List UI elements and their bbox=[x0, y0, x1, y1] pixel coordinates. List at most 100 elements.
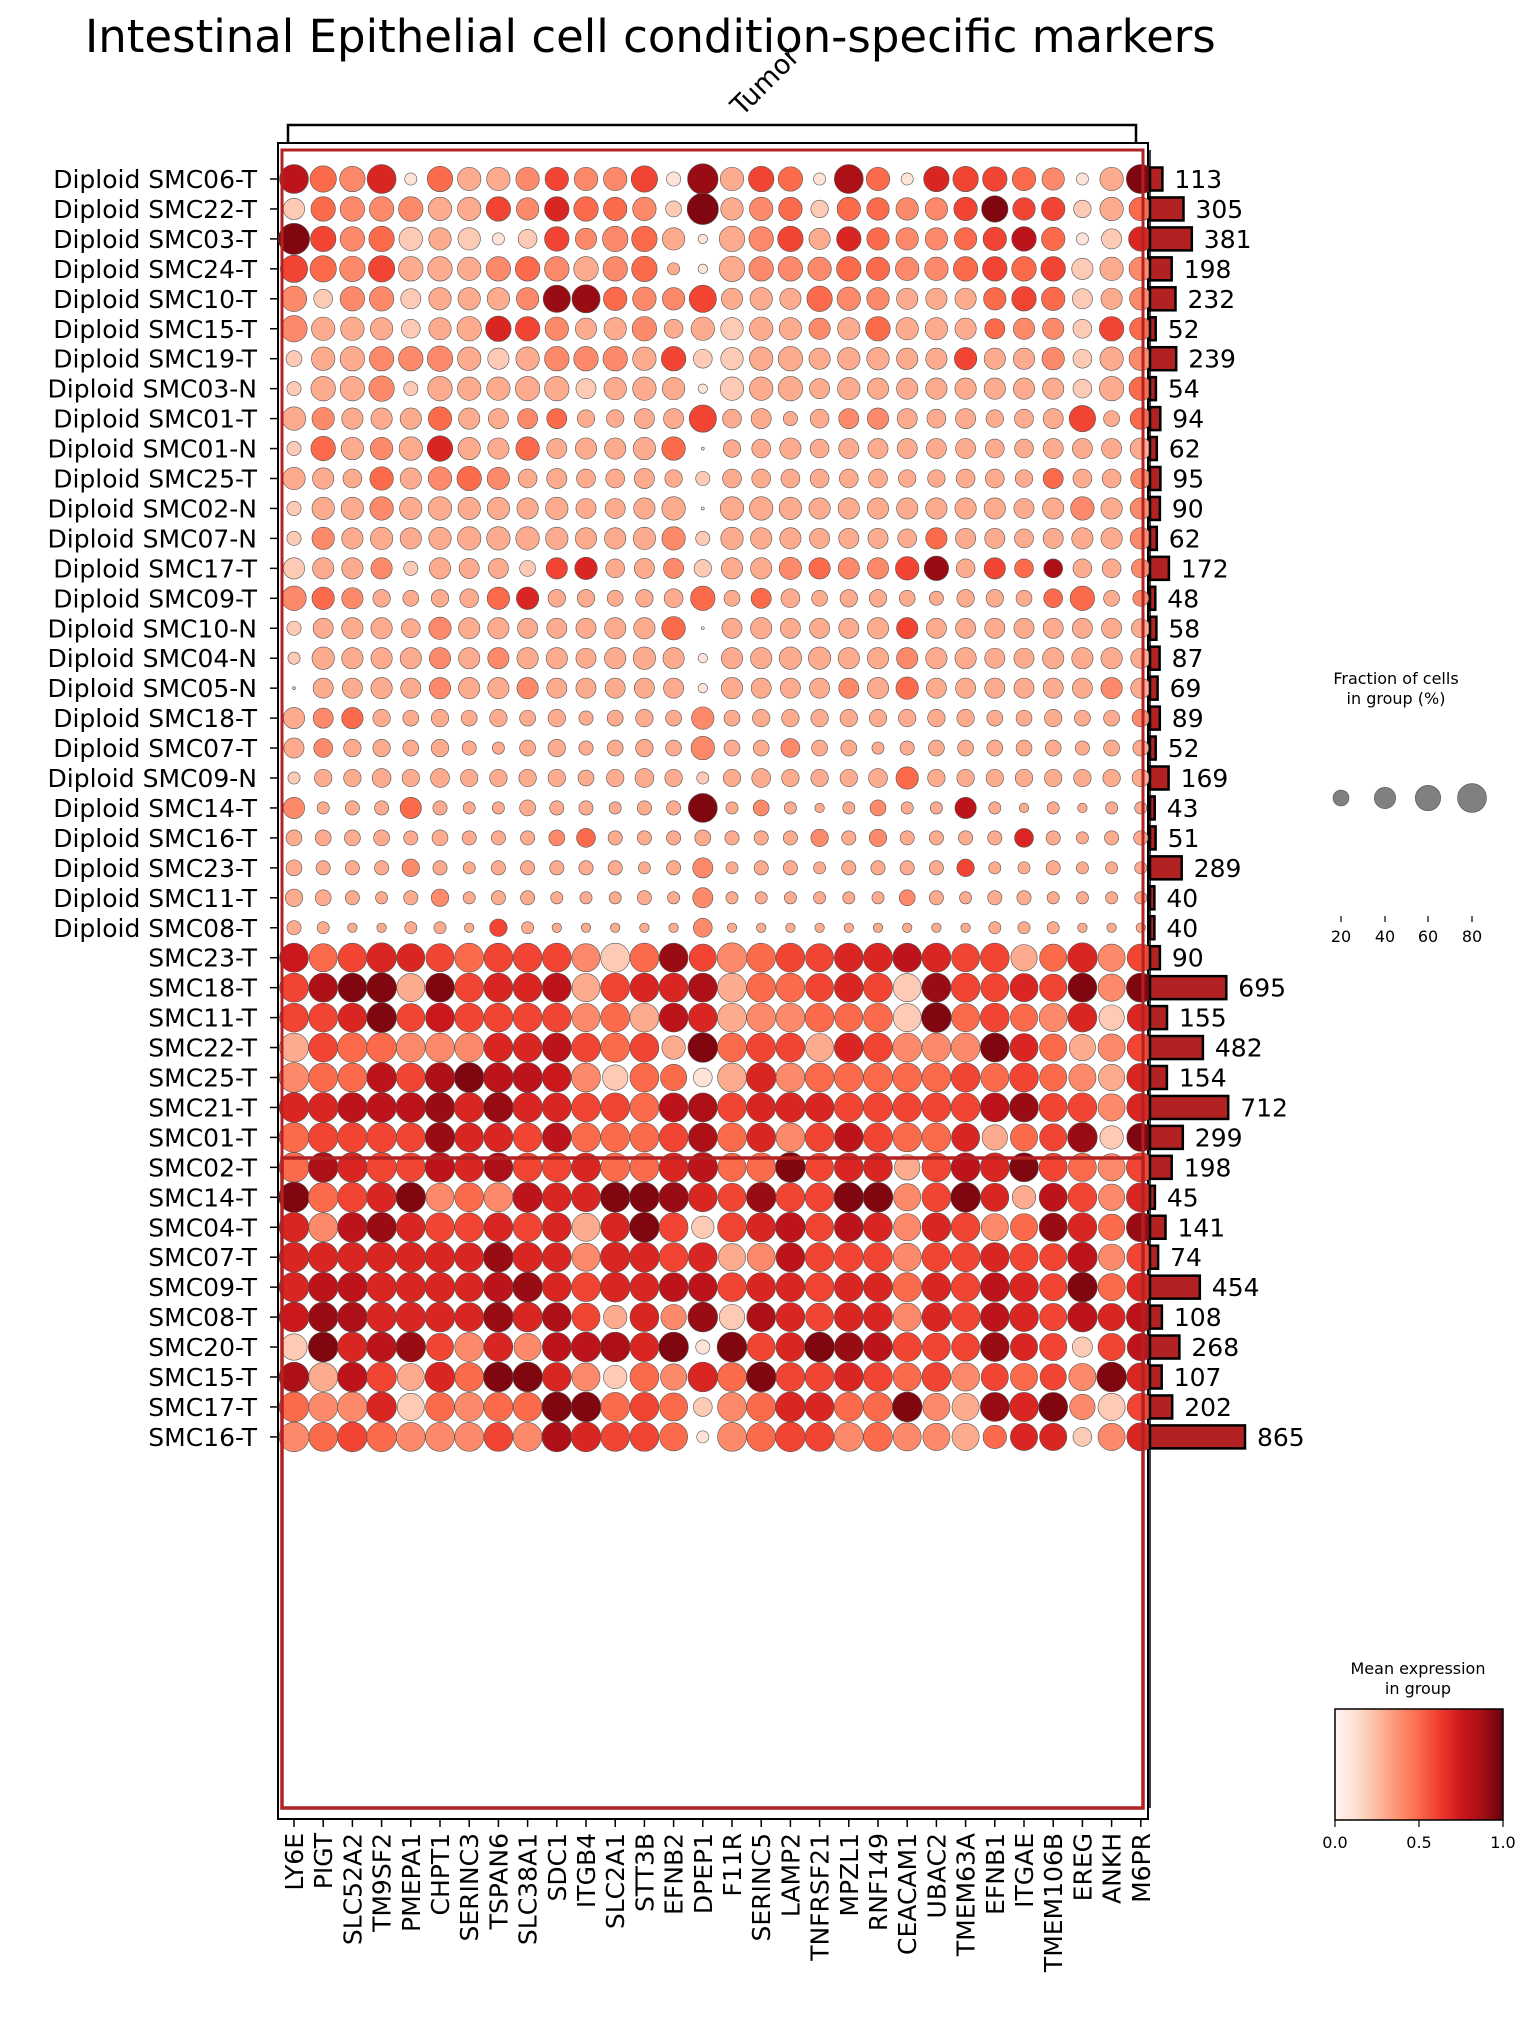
dot bbox=[629, 1302, 660, 1332]
dot bbox=[750, 647, 773, 670]
dot bbox=[1072, 438, 1093, 459]
dot bbox=[951, 1123, 980, 1152]
dot bbox=[1077, 922, 1088, 933]
dot bbox=[396, 1393, 425, 1421]
dot bbox=[542, 1002, 572, 1033]
dot bbox=[427, 256, 453, 282]
dot bbox=[1102, 768, 1121, 788]
dot bbox=[717, 1092, 747, 1123]
dot bbox=[542, 1302, 572, 1332]
dot bbox=[780, 677, 801, 699]
dot bbox=[600, 1271, 631, 1303]
count-bar bbox=[1148, 1154, 1173, 1181]
dot bbox=[720, 347, 744, 371]
dot bbox=[1099, 1125, 1124, 1150]
dot bbox=[658, 1182, 689, 1213]
dot bbox=[604, 647, 627, 670]
dot bbox=[366, 942, 397, 973]
colorbar bbox=[1334, 1708, 1504, 1821]
dot bbox=[487, 677, 510, 700]
row-label: SMC08-T bbox=[148, 1303, 257, 1332]
dot bbox=[1014, 438, 1034, 459]
dot bbox=[458, 617, 481, 640]
dot bbox=[629, 1362, 660, 1392]
dot bbox=[805, 943, 834, 973]
dot bbox=[312, 707, 334, 729]
dot bbox=[663, 677, 684, 699]
dot bbox=[428, 227, 452, 251]
dot bbox=[1071, 527, 1094, 550]
dot bbox=[980, 1002, 1010, 1033]
dot bbox=[899, 830, 915, 846]
size-legend-dot bbox=[1374, 787, 1396, 809]
count-label: 299 bbox=[1195, 1123, 1243, 1152]
gene-label: EREG bbox=[1068, 1833, 1097, 1901]
dot bbox=[571, 1362, 601, 1392]
dot bbox=[665, 739, 682, 757]
dot bbox=[638, 861, 651, 875]
dot bbox=[486, 376, 511, 401]
dot bbox=[399, 407, 422, 430]
row-ticks bbox=[270, 178, 278, 1438]
row-label: Diploid SMC14-T bbox=[53, 794, 258, 823]
dot bbox=[958, 830, 974, 846]
dot bbox=[983, 347, 1006, 370]
dot bbox=[544, 376, 570, 402]
count-label: 90 bbox=[1172, 494, 1204, 523]
dot bbox=[457, 256, 482, 281]
dot bbox=[688, 793, 718, 823]
dot bbox=[606, 590, 624, 607]
dot bbox=[311, 346, 336, 371]
dot bbox=[1076, 891, 1089, 905]
dot bbox=[370, 617, 393, 640]
dot bbox=[366, 1331, 397, 1363]
dot bbox=[575, 227, 597, 250]
dot bbox=[280, 315, 308, 343]
size-legend-tick-label: 80 bbox=[1462, 927, 1482, 946]
dot bbox=[633, 617, 656, 640]
dot bbox=[983, 497, 1006, 520]
dot bbox=[717, 1212, 747, 1243]
dot bbox=[546, 677, 568, 699]
dot bbox=[310, 196, 336, 222]
dot bbox=[753, 860, 769, 876]
dot bbox=[921, 1062, 952, 1093]
dot bbox=[316, 921, 330, 935]
dot bbox=[722, 439, 742, 458]
dot bbox=[571, 1032, 601, 1063]
count-bar bbox=[1148, 1124, 1185, 1151]
dot bbox=[1103, 410, 1120, 427]
dot bbox=[665, 200, 682, 218]
dot bbox=[287, 771, 301, 785]
dot bbox=[1067, 1212, 1098, 1243]
dot bbox=[921, 1272, 952, 1302]
dot bbox=[1103, 739, 1120, 757]
dot bbox=[921, 1092, 952, 1123]
row-label: Diploid SMC18-T bbox=[53, 704, 258, 733]
dot bbox=[512, 1182, 543, 1213]
count-label: 172 bbox=[1181, 554, 1229, 583]
dot bbox=[311, 316, 336, 341]
dot bbox=[603, 196, 628, 221]
dot bbox=[838, 677, 860, 699]
dot bbox=[721, 287, 743, 310]
color-legend-title-2: in group bbox=[1385, 1679, 1451, 1698]
dot bbox=[950, 1032, 981, 1063]
dot bbox=[693, 918, 713, 938]
dot bbox=[863, 1422, 893, 1452]
dot bbox=[636, 890, 652, 906]
dot bbox=[923, 555, 949, 581]
dot bbox=[515, 376, 541, 402]
dot bbox=[632, 286, 657, 311]
dot bbox=[286, 920, 302, 936]
dot bbox=[285, 859, 303, 877]
dot bbox=[692, 887, 714, 909]
dot bbox=[717, 1032, 747, 1063]
dot bbox=[366, 1062, 397, 1093]
dot bbox=[921, 1002, 952, 1033]
dot bbox=[454, 1392, 484, 1422]
dot bbox=[340, 437, 364, 461]
dot bbox=[308, 1422, 338, 1452]
dot bbox=[370, 647, 393, 670]
